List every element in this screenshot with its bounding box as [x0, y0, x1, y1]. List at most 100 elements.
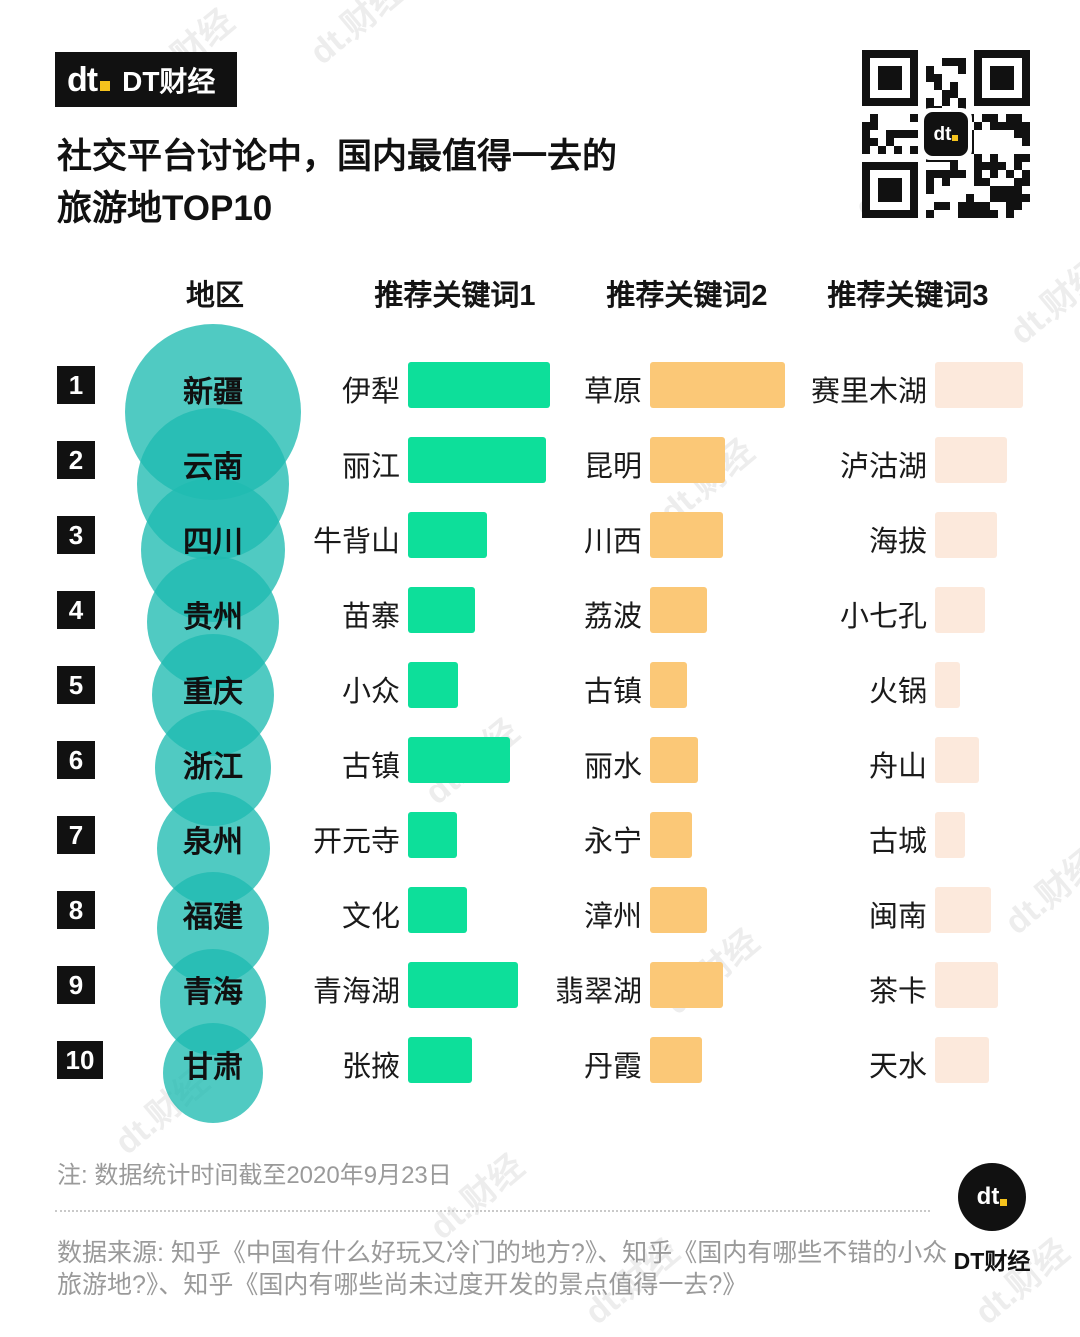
dt-logo-circle-icon: dt	[958, 1163, 1026, 1231]
region-label: 甘肃	[183, 1051, 243, 1084]
rank-badge: 1	[57, 366, 95, 404]
keyword-bar	[650, 887, 707, 933]
footer-brand-name: DT财经	[953, 1248, 1031, 1274]
keyword-label: 苗寨	[341, 601, 400, 633]
keyword-bar	[935, 1037, 989, 1083]
keyword-bar	[408, 812, 457, 858]
keyword-bar	[408, 587, 475, 633]
footer-note: 注: 数据统计时间截至2020年9月23日	[57, 1162, 452, 1189]
region-label: 四川	[183, 526, 243, 559]
keyword-bar	[935, 512, 997, 558]
rank-badge: 2	[57, 441, 95, 479]
keyword-label: 文化	[341, 901, 400, 933]
dt-logo-icon: dt	[67, 63, 111, 97]
keyword-label: 丽水	[583, 751, 642, 783]
keyword-bar	[935, 662, 960, 708]
keyword-bar	[935, 812, 965, 858]
column-header-1: 推荐关键词1	[374, 280, 536, 312]
region-label: 福建	[183, 901, 243, 934]
keyword-label: 赛里木湖	[810, 376, 927, 408]
column-header-2: 推荐关键词2	[606, 280, 768, 312]
rank-badge: 9	[57, 966, 95, 1004]
keyword-bar	[408, 362, 550, 408]
keyword-label: 伊犁	[341, 376, 400, 408]
keyword-label: 青海湖	[312, 976, 400, 1008]
keyword-bar	[935, 887, 991, 933]
dt-logo-dot-icon	[1000, 1198, 1008, 1206]
keyword-label: 小七孔	[839, 601, 927, 633]
keyword-label: 张掖	[341, 1051, 400, 1083]
rank-badge: 10	[57, 1041, 103, 1079]
keyword-label: 火锅	[868, 676, 927, 708]
keyword-label: 牛背山	[312, 526, 400, 558]
keyword-label: 昆明	[583, 451, 642, 483]
keyword-label: 永宁	[583, 826, 642, 858]
keyword-label: 古镇	[583, 676, 642, 708]
keyword-label: 海拔	[868, 526, 927, 558]
keyword-label: 泸沽湖	[839, 451, 927, 483]
keyword-label: 川西	[583, 526, 642, 558]
keyword-label: 闽南	[868, 901, 927, 933]
keyword-label: 翡翠湖	[554, 976, 642, 1008]
region-circle	[163, 1023, 263, 1123]
keyword-label: 小众	[341, 676, 400, 708]
keyword-label: 荔波	[583, 601, 642, 633]
keyword-label: 茶卡	[868, 976, 927, 1008]
page-title-line1: 社交平台讨论中，国内最值得一去的	[57, 137, 618, 176]
region-label: 重庆	[183, 676, 243, 709]
keyword-bar	[650, 587, 707, 633]
keyword-bar	[650, 737, 698, 783]
source-text: 数据来源: 知乎《中国有什么好玩又冷门的地方?》、知乎《国内有哪些不错的小众旅游…	[57, 1239, 948, 1299]
keyword-label: 古镇	[341, 751, 400, 783]
footer-logo: dt DT财经	[942, 1163, 1042, 1276]
keyword-label: 开元寺	[312, 826, 400, 858]
keyword-bar	[650, 362, 785, 408]
keyword-bar	[408, 1037, 472, 1083]
brand-logo: dt DT财经	[55, 52, 237, 107]
keyword-bar	[935, 587, 985, 633]
dt-logo-dot-icon	[100, 80, 111, 91]
keyword-bar	[650, 812, 692, 858]
keyword-bar	[650, 962, 723, 1008]
keyword-bar	[935, 737, 979, 783]
keyword-label: 天水	[868, 1051, 927, 1083]
rank-badge: 8	[57, 891, 95, 929]
keyword-bar	[650, 662, 687, 708]
keyword-bar	[408, 437, 546, 483]
keyword-bar	[408, 662, 458, 708]
page-title: 社交平台讨论中，国内最值得一去的 旅游地TOP10	[57, 131, 617, 235]
keyword-label: 漳州	[583, 901, 642, 933]
keyword-label: 丹霞	[583, 1051, 642, 1083]
keyword-label: 古城	[868, 826, 927, 858]
region-label: 贵州	[183, 601, 243, 634]
keyword-label: 丽江	[341, 451, 400, 483]
brand-name: DT财经	[122, 65, 216, 97]
keyword-label: 草原	[583, 376, 642, 408]
region-label: 云南	[183, 451, 243, 484]
rank-badge: 3	[57, 516, 95, 554]
rank-badge: 6	[57, 741, 95, 779]
qr-center-logo: dt	[920, 108, 972, 160]
rank-badge: 7	[57, 816, 95, 854]
keyword-bar	[408, 737, 510, 783]
page-title-line2: 旅游地TOP10	[57, 189, 273, 228]
dt-logo-icon: dt	[924, 112, 968, 156]
column-header-3: 推荐关键词3	[827, 280, 989, 312]
keyword-bar	[935, 362, 1023, 408]
divider	[55, 1210, 930, 1212]
region-label: 浙江	[183, 751, 243, 784]
region-label: 泉州	[183, 826, 243, 859]
region-label: 青海	[183, 976, 243, 1009]
keyword-bar	[650, 1037, 702, 1083]
dt-logo-dot-icon	[952, 135, 959, 141]
keyword-bar	[650, 437, 725, 483]
rank-badge: 4	[57, 591, 95, 629]
keyword-bar	[408, 887, 467, 933]
region-label: 新疆	[183, 376, 243, 409]
keyword-label: 舟山	[868, 751, 927, 783]
rank-badge: 5	[57, 666, 95, 704]
keyword-bar	[408, 512, 487, 558]
keyword-bar	[408, 962, 518, 1008]
